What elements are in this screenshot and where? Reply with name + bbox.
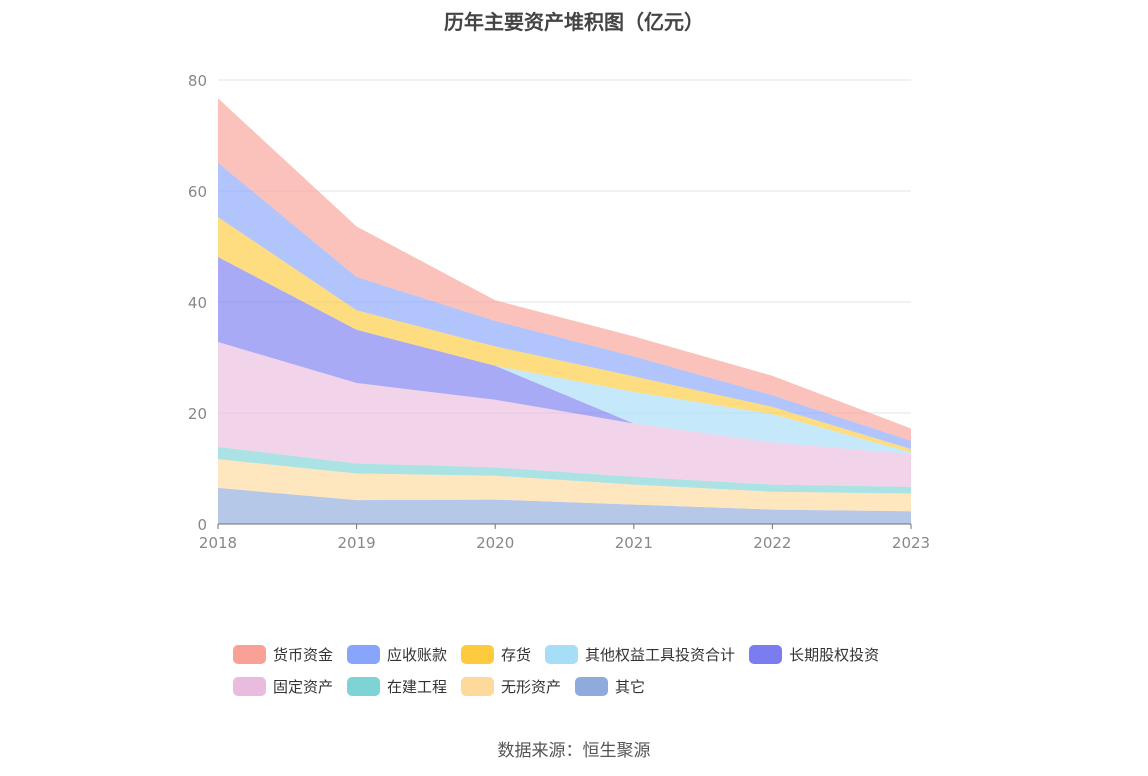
legend-item[interactable]: 无形资产 xyxy=(461,676,561,697)
legend-label: 无形资产 xyxy=(501,677,562,696)
legend-swatch xyxy=(545,644,579,664)
area-series-1 xyxy=(218,459,911,512)
legend-label: 货币资金 xyxy=(273,645,334,664)
legend-item[interactable]: 存货 xyxy=(461,644,531,665)
x-tick-label: 2019 xyxy=(338,534,376,552)
area-series-8 xyxy=(218,98,911,441)
legend-item[interactable]: 货币资金 xyxy=(233,644,333,665)
legend-swatch xyxy=(749,644,783,664)
legend-item[interactable]: 固定资产 xyxy=(233,676,333,697)
legend: 货币资金 应收账款 存货 其他权益工具投资合计 长期股权投资固定资产 在建工程 无形资产 其它 xyxy=(233,638,933,702)
x-tick-label: 2018 xyxy=(199,534,237,552)
x-tick-label: 2022 xyxy=(753,534,791,552)
legend-row: 货币资金 应收账款 存货 其他权益工具投资合计 长期股权投资 xyxy=(233,638,933,670)
legend-label: 应收账款 xyxy=(387,645,448,664)
chart-title: 历年主要资产堆积图（亿元） xyxy=(444,10,704,34)
legend-label: 其它 xyxy=(615,677,646,696)
legend-label: 在建工程 xyxy=(387,677,448,696)
area-series-2 xyxy=(218,446,911,494)
legend-swatch xyxy=(461,644,495,664)
legend-swatch xyxy=(461,676,495,696)
legend-swatch xyxy=(347,644,381,664)
legend-label: 存货 xyxy=(501,645,532,664)
data-source: 数据来源：恒生聚源 xyxy=(497,741,651,761)
legend-item[interactable]: 长期股权投资 xyxy=(749,644,879,665)
legend-swatch xyxy=(347,676,381,696)
x-tick-label: 2021 xyxy=(615,534,653,552)
legend-label: 固定资产 xyxy=(273,677,334,696)
y-tick-label: 80 xyxy=(188,72,207,90)
area-series-7 xyxy=(218,162,911,450)
legend-item[interactable]: 应收账款 xyxy=(347,644,447,665)
legend-label: 其他权益工具投资合计 xyxy=(585,645,736,664)
area-series-6 xyxy=(218,217,911,453)
area-series-3 xyxy=(218,342,911,487)
x-tick-label: 2020 xyxy=(476,534,514,552)
area-series-0 xyxy=(218,487,911,524)
axes: 0 20 40 60 80 2018 2019 2020 2021 2022 2023 xyxy=(188,72,930,552)
legend-item[interactable]: 其它 xyxy=(575,676,645,697)
legend-swatch xyxy=(233,676,266,696)
y-tick-label: 40 xyxy=(188,294,207,312)
legend-label: 长期股权投资 xyxy=(789,645,880,664)
y-tick-label: 20 xyxy=(188,405,207,423)
legend-item[interactable]: 在建工程 xyxy=(347,676,447,697)
y-tick-label: 60 xyxy=(188,183,207,201)
legend-swatch xyxy=(575,676,609,696)
area-layer xyxy=(218,98,911,524)
x-tick-label: 2023 xyxy=(892,534,930,552)
legend-item[interactable]: 其他权益工具投资合计 xyxy=(545,644,735,665)
area-series-4 xyxy=(218,257,911,455)
legend-swatch xyxy=(233,644,266,664)
y-tick-label: 0 xyxy=(197,516,207,534)
legend-row: 固定资产 在建工程 无形资产 其它 xyxy=(233,670,933,702)
area-series-5 xyxy=(218,257,911,455)
